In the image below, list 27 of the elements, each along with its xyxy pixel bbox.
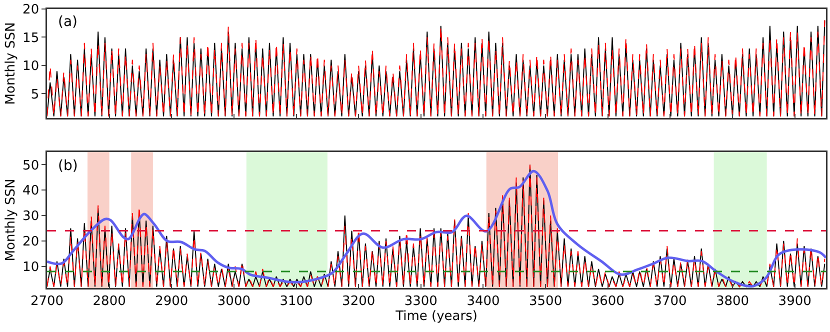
y-tick-label: 30 bbox=[22, 209, 40, 224]
x-tick-label: 3600 bbox=[591, 294, 624, 309]
x-tick-label: 3700 bbox=[654, 294, 687, 309]
x-tick-label: 3800 bbox=[716, 294, 750, 309]
x-tick-label: 2800 bbox=[92, 294, 126, 309]
y-tick-label: 40 bbox=[22, 184, 40, 199]
x-tick-label: 2900 bbox=[155, 294, 188, 309]
y-tick-label: 10 bbox=[22, 59, 40, 74]
annotation: (b) bbox=[58, 158, 78, 174]
x-tick-label: 3200 bbox=[342, 294, 376, 309]
x-axis-title: Time (years) bbox=[394, 308, 478, 324]
annotation: (a) bbox=[58, 14, 78, 30]
y-tick-label: 15 bbox=[22, 30, 40, 46]
x-tick-label: 3100 bbox=[280, 294, 313, 309]
y-axis-title: Monthly SSN bbox=[4, 22, 19, 105]
y-tick-label: 5 bbox=[30, 87, 40, 102]
x-tick-label: 3300 bbox=[404, 294, 438, 309]
x-tick-label: 3000 bbox=[217, 294, 251, 309]
x-tick-label: 3500 bbox=[529, 294, 562, 309]
y-tick-label: 50 bbox=[22, 158, 40, 174]
x-tick-label: 2700 bbox=[30, 294, 64, 309]
x-tick-label: 3400 bbox=[466, 294, 500, 309]
y-tick-label: 20 bbox=[22, 2, 40, 18]
x-tick-label: 3900 bbox=[778, 294, 812, 309]
y-tick-label: 20 bbox=[22, 234, 40, 250]
y-tick-label: 10 bbox=[22, 260, 40, 275]
y-axis-title: Monthly SSN bbox=[4, 178, 19, 262]
